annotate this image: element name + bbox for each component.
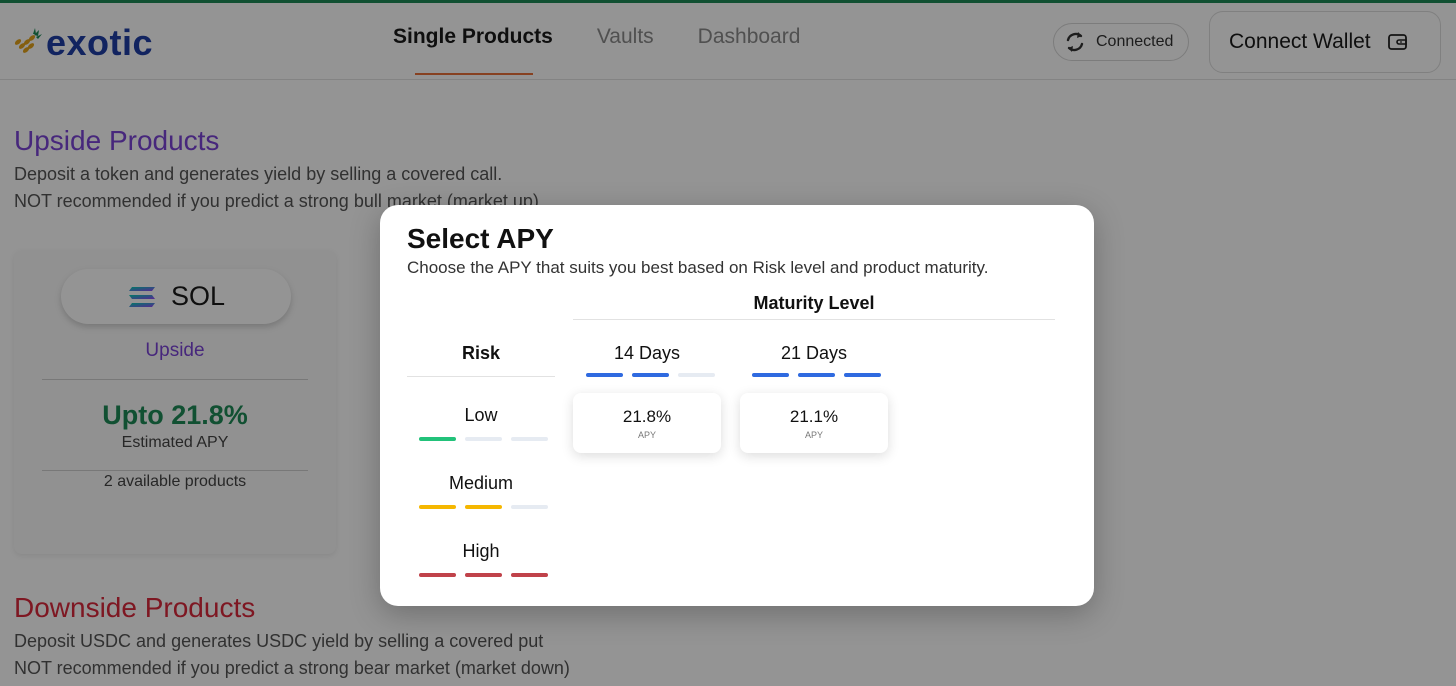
downside-description: Deposit USDC and generates USDC yield by… (14, 628, 570, 682)
level-bar (678, 373, 715, 377)
risk-heading: Risk (461, 343, 501, 363)
risk-level-bars (419, 573, 548, 577)
level-bar (844, 373, 881, 377)
maturity-label: 21 Days (780, 343, 848, 363)
risk-label: High (462, 541, 500, 561)
maturity-level-bars (752, 373, 881, 377)
apy-value: 21.1% (789, 407, 839, 426)
risk-row-high: High (407, 541, 555, 577)
maturity-level-bars (586, 373, 715, 377)
estimated-apy-label: Estimated APY (121, 434, 229, 451)
exotic-logo[interactable]: exotic (12, 22, 154, 63)
level-bar (798, 373, 835, 377)
wallet-icon (1387, 34, 1407, 50)
pineapple-logo-icon (14, 28, 42, 53)
maturity-level-heading: Maturity Level (753, 293, 875, 313)
upside-desc-line-1: Deposit a token and generates yield by s… (14, 164, 503, 184)
risk-label: Low (464, 405, 498, 425)
level-bar (511, 437, 548, 441)
level-bar (419, 437, 456, 441)
risk-level-bars (419, 505, 548, 509)
downside-desc-line-2: NOT recommended if you predict a strong … (14, 658, 570, 678)
solana-icon (128, 286, 155, 307)
level-bar (465, 505, 502, 509)
level-bar (419, 505, 456, 509)
level-bar (511, 505, 548, 509)
logo-text: exotic (46, 22, 154, 63)
level-bar (465, 437, 502, 441)
maturity-label: 14 Days (613, 343, 681, 363)
level-bar (632, 373, 669, 377)
apy-unit-label: APY (804, 430, 823, 440)
apy-value: 21.8% (622, 407, 672, 426)
modal-title: Select APY (407, 223, 554, 254)
available-products-count: 2 available products (103, 473, 247, 490)
top-accent-bar (0, 0, 1456, 3)
product-type: Upside (145, 340, 205, 361)
apy-option-low-21-days[interactable]: 21.1% APY (740, 393, 888, 453)
card-divider (42, 470, 308, 471)
nav-vaults[interactable]: Vaults (596, 25, 654, 48)
upside-products-title: Upside Products (14, 125, 220, 156)
app-header: exotic Single Products Vaults Dashboard … (0, 3, 1456, 80)
network-status-pill[interactable]: Connected (1053, 23, 1189, 61)
modal-subtitle: Choose the APY that suits you best based… (407, 258, 989, 277)
level-bar (465, 573, 502, 577)
maturity-divider (573, 319, 1055, 320)
connect-wallet-label: Connect Wallet (1229, 30, 1371, 53)
nav-single-products[interactable]: Single Products (393, 25, 553, 75)
estimated-apy-value: Upto 21.8% (102, 400, 248, 430)
connect-wallet-button[interactable]: Connect Wallet (1209, 11, 1441, 73)
nav-dashboard[interactable]: Dashboard (697, 25, 801, 48)
status-text: Connected (1096, 33, 1174, 50)
level-bar (419, 573, 456, 577)
refresh-icon (1066, 32, 1084, 52)
risk-row-medium: Medium (407, 473, 555, 509)
risk-label: Medium (448, 473, 514, 493)
sol-product-card[interactable]: SOL Upside Upto 21.8% Estimated APY 2 av… (14, 250, 336, 554)
main-nav: Single Products Vaults Dashboard (393, 25, 800, 75)
downside-desc-line-1: Deposit USDC and generates USDC yield by… (14, 631, 544, 651)
level-bar (586, 373, 623, 377)
apy-unit-label: APY (637, 430, 656, 440)
risk-row-low: Low (407, 405, 555, 441)
risk-divider (407, 376, 555, 377)
downside-products-title: Downside Products (14, 592, 256, 623)
token-name: SOL (170, 281, 226, 311)
token-pill: SOL (61, 269, 291, 324)
select-apy-modal: Select APY Choose the APY that suits you… (380, 205, 1094, 606)
card-divider (42, 379, 308, 380)
apy-option-low-14-days[interactable]: 21.8% APY (573, 393, 721, 453)
level-bar (752, 373, 789, 377)
risk-level-bars (419, 437, 548, 441)
level-bar (511, 573, 548, 577)
